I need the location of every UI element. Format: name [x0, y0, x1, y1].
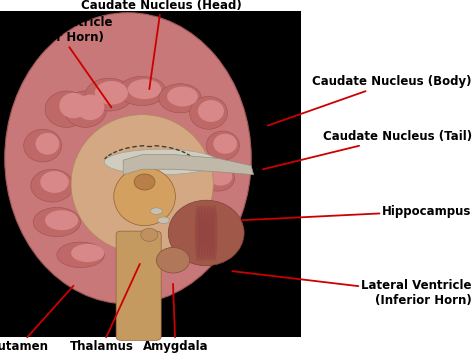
Ellipse shape	[203, 205, 209, 261]
Text: Amygdala: Amygdala	[143, 284, 208, 353]
Circle shape	[141, 228, 158, 241]
Ellipse shape	[45, 210, 78, 230]
Text: Lateral Ventricle
(Anterior Horn): Lateral Ventricle (Anterior Horn)	[2, 16, 113, 107]
Ellipse shape	[209, 167, 232, 186]
Ellipse shape	[190, 96, 228, 129]
Ellipse shape	[198, 205, 203, 261]
Circle shape	[156, 248, 190, 273]
Ellipse shape	[201, 205, 206, 261]
Ellipse shape	[76, 95, 104, 120]
Ellipse shape	[31, 169, 73, 202]
Ellipse shape	[168, 200, 244, 266]
Ellipse shape	[33, 207, 81, 237]
PathPatch shape	[123, 155, 254, 175]
Text: Caudate Nucleus (Body): Caudate Nucleus (Body)	[268, 75, 472, 126]
Ellipse shape	[114, 167, 175, 226]
Ellipse shape	[159, 84, 201, 113]
Ellipse shape	[206, 131, 239, 160]
Ellipse shape	[195, 205, 201, 261]
Text: Lateral Ventricle
(Inferior Horn): Lateral Ventricle (Inferior Horn)	[232, 271, 472, 307]
Ellipse shape	[118, 76, 166, 106]
Ellipse shape	[95, 81, 128, 104]
FancyBboxPatch shape	[116, 231, 161, 340]
Ellipse shape	[209, 205, 215, 261]
Ellipse shape	[71, 115, 213, 253]
Ellipse shape	[24, 129, 62, 162]
Text: Hippocampus: Hippocampus	[242, 205, 472, 220]
Ellipse shape	[213, 134, 237, 154]
Ellipse shape	[167, 86, 198, 106]
Ellipse shape	[45, 91, 88, 127]
Ellipse shape	[64, 91, 107, 127]
Ellipse shape	[128, 79, 161, 99]
Ellipse shape	[206, 205, 212, 261]
Text: Caudate Nucleus (Tail): Caudate Nucleus (Tail)	[263, 130, 472, 169]
Ellipse shape	[57, 242, 104, 268]
Ellipse shape	[201, 166, 235, 191]
Ellipse shape	[71, 244, 104, 262]
Text: Thalamus: Thalamus	[70, 264, 140, 353]
Bar	[0, 11, 301, 337]
Ellipse shape	[36, 133, 59, 155]
Text: Caudate Nucleus (Head): Caudate Nucleus (Head)	[81, 0, 242, 89]
Ellipse shape	[157, 217, 170, 223]
Ellipse shape	[59, 93, 88, 118]
Ellipse shape	[104, 149, 218, 175]
Ellipse shape	[85, 78, 133, 111]
Ellipse shape	[5, 13, 251, 304]
Ellipse shape	[198, 100, 224, 122]
Text: Putamen: Putamen	[0, 286, 73, 353]
Ellipse shape	[40, 171, 69, 193]
Ellipse shape	[212, 205, 218, 261]
Circle shape	[134, 174, 155, 190]
Ellipse shape	[151, 208, 162, 214]
